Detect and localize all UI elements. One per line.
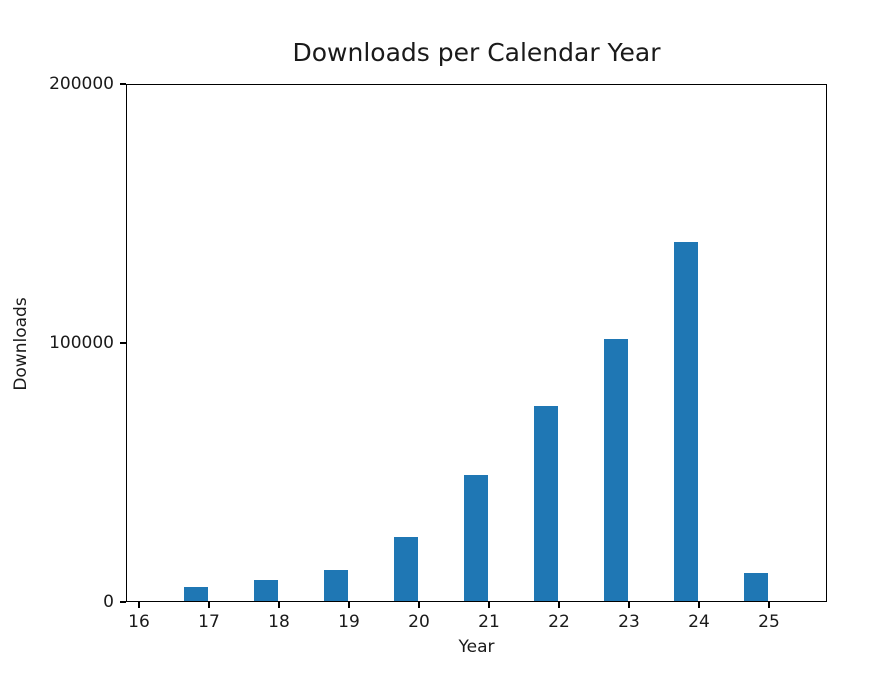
bar-year-24 [674,241,698,602]
y-tick-mark [120,342,126,344]
x-tick-mark [628,602,630,608]
x-tick-label: 21 [478,612,500,632]
x-tick-mark [278,602,280,608]
y-tick-label: 100000 [49,333,114,353]
x-tick-mark [208,602,210,608]
bar-year-25 [744,572,768,602]
x-tick-label: 17 [198,612,220,632]
bar-year-21 [464,475,488,602]
y-tick-label: 200000 [49,74,114,94]
x-tick-label: 20 [408,612,430,632]
x-tick-mark [488,602,490,608]
x-tick-mark [418,602,420,608]
x-tick-label: 25 [758,612,780,632]
bar-year-23 [604,339,628,602]
x-tick-label: 23 [618,612,640,632]
x-tick-mark [348,602,350,608]
x-tick-mark [768,602,770,608]
x-tick-mark [698,602,700,608]
bar-year-17 [184,586,208,602]
x-tick-label: 18 [268,612,290,632]
x-tick-label: 22 [548,612,570,632]
x-axis-label: Year [458,637,495,657]
bar-year-20 [394,537,418,602]
y-tick-mark [120,83,126,85]
x-tick-label: 19 [338,612,360,632]
bar-year-22 [534,406,558,602]
x-tick-mark [558,602,560,608]
bar-year-19 [324,569,348,602]
x-tick-mark [138,602,140,608]
y-tick-mark [120,601,126,603]
bar-year-18 [254,579,278,602]
chart-title: Downloads per Calendar Year [292,38,661,67]
y-tick-label: 0 [103,592,114,612]
x-tick-label: 24 [688,612,710,632]
x-tick-label: 16 [128,612,150,632]
